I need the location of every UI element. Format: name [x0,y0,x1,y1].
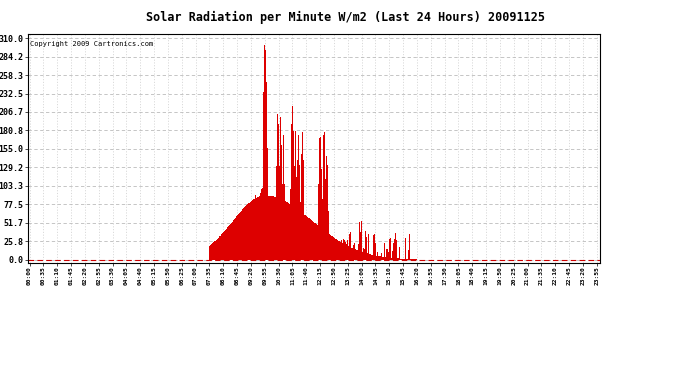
Text: Copyright 2009 Cartronics.com: Copyright 2009 Cartronics.com [30,40,154,46]
Text: Solar Radiation per Minute W/m2 (Last 24 Hours) 20091125: Solar Radiation per Minute W/m2 (Last 24… [146,11,544,24]
